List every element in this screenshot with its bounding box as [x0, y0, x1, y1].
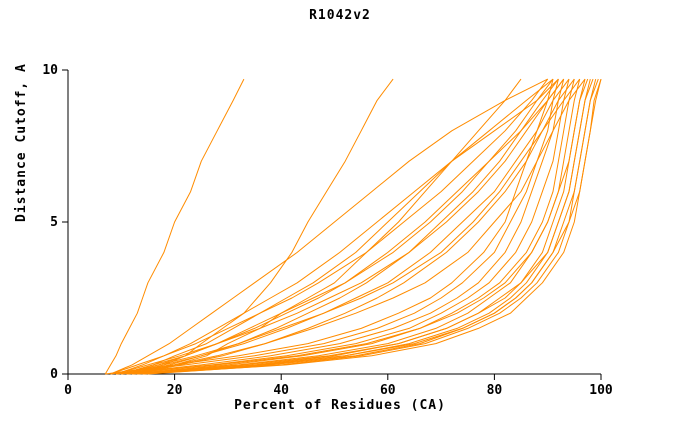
- model-curve: [121, 78, 554, 375]
- x-tick-label: 0: [64, 383, 72, 398]
- model-curve: [110, 78, 559, 375]
- x-tick-label: 80: [487, 383, 503, 398]
- model-curve: [131, 78, 581, 375]
- x-tick-label: 100: [589, 383, 613, 398]
- model-curve: [126, 78, 594, 375]
- model-curve: [110, 78, 549, 375]
- model-curve: [131, 78, 394, 375]
- model-curve: [115, 78, 565, 375]
- model-curve: [115, 78, 559, 375]
- model-curve: [137, 78, 586, 375]
- model-curve: [126, 78, 570, 375]
- model-curve: [110, 78, 548, 375]
- x-tick-label: 20: [167, 383, 183, 398]
- model-curve: [131, 78, 602, 375]
- model-curve: [126, 78, 575, 375]
- model-curve: [137, 78, 575, 375]
- y-tick-label: 5: [50, 215, 58, 230]
- x-axis-label: Percent of Residues (CA): [234, 398, 446, 413]
- model-curve: [131, 78, 559, 375]
- model-curve: [115, 78, 589, 375]
- model-curve: [104, 78, 245, 375]
- model-curve: [121, 78, 554, 375]
- model-curve: [115, 78, 565, 375]
- model-curve: [142, 78, 591, 375]
- x-tick-label: 60: [380, 383, 396, 398]
- model-curve: [121, 78, 570, 375]
- model-curve: [105, 78, 554, 375]
- y-tick-label: 0: [50, 367, 58, 382]
- chart-title: R1042v2: [309, 8, 371, 23]
- model-curve: [131, 78, 586, 375]
- x-tick-label: 40: [273, 383, 289, 398]
- model-curve: [121, 78, 581, 375]
- y-tick-label: 10: [42, 63, 58, 78]
